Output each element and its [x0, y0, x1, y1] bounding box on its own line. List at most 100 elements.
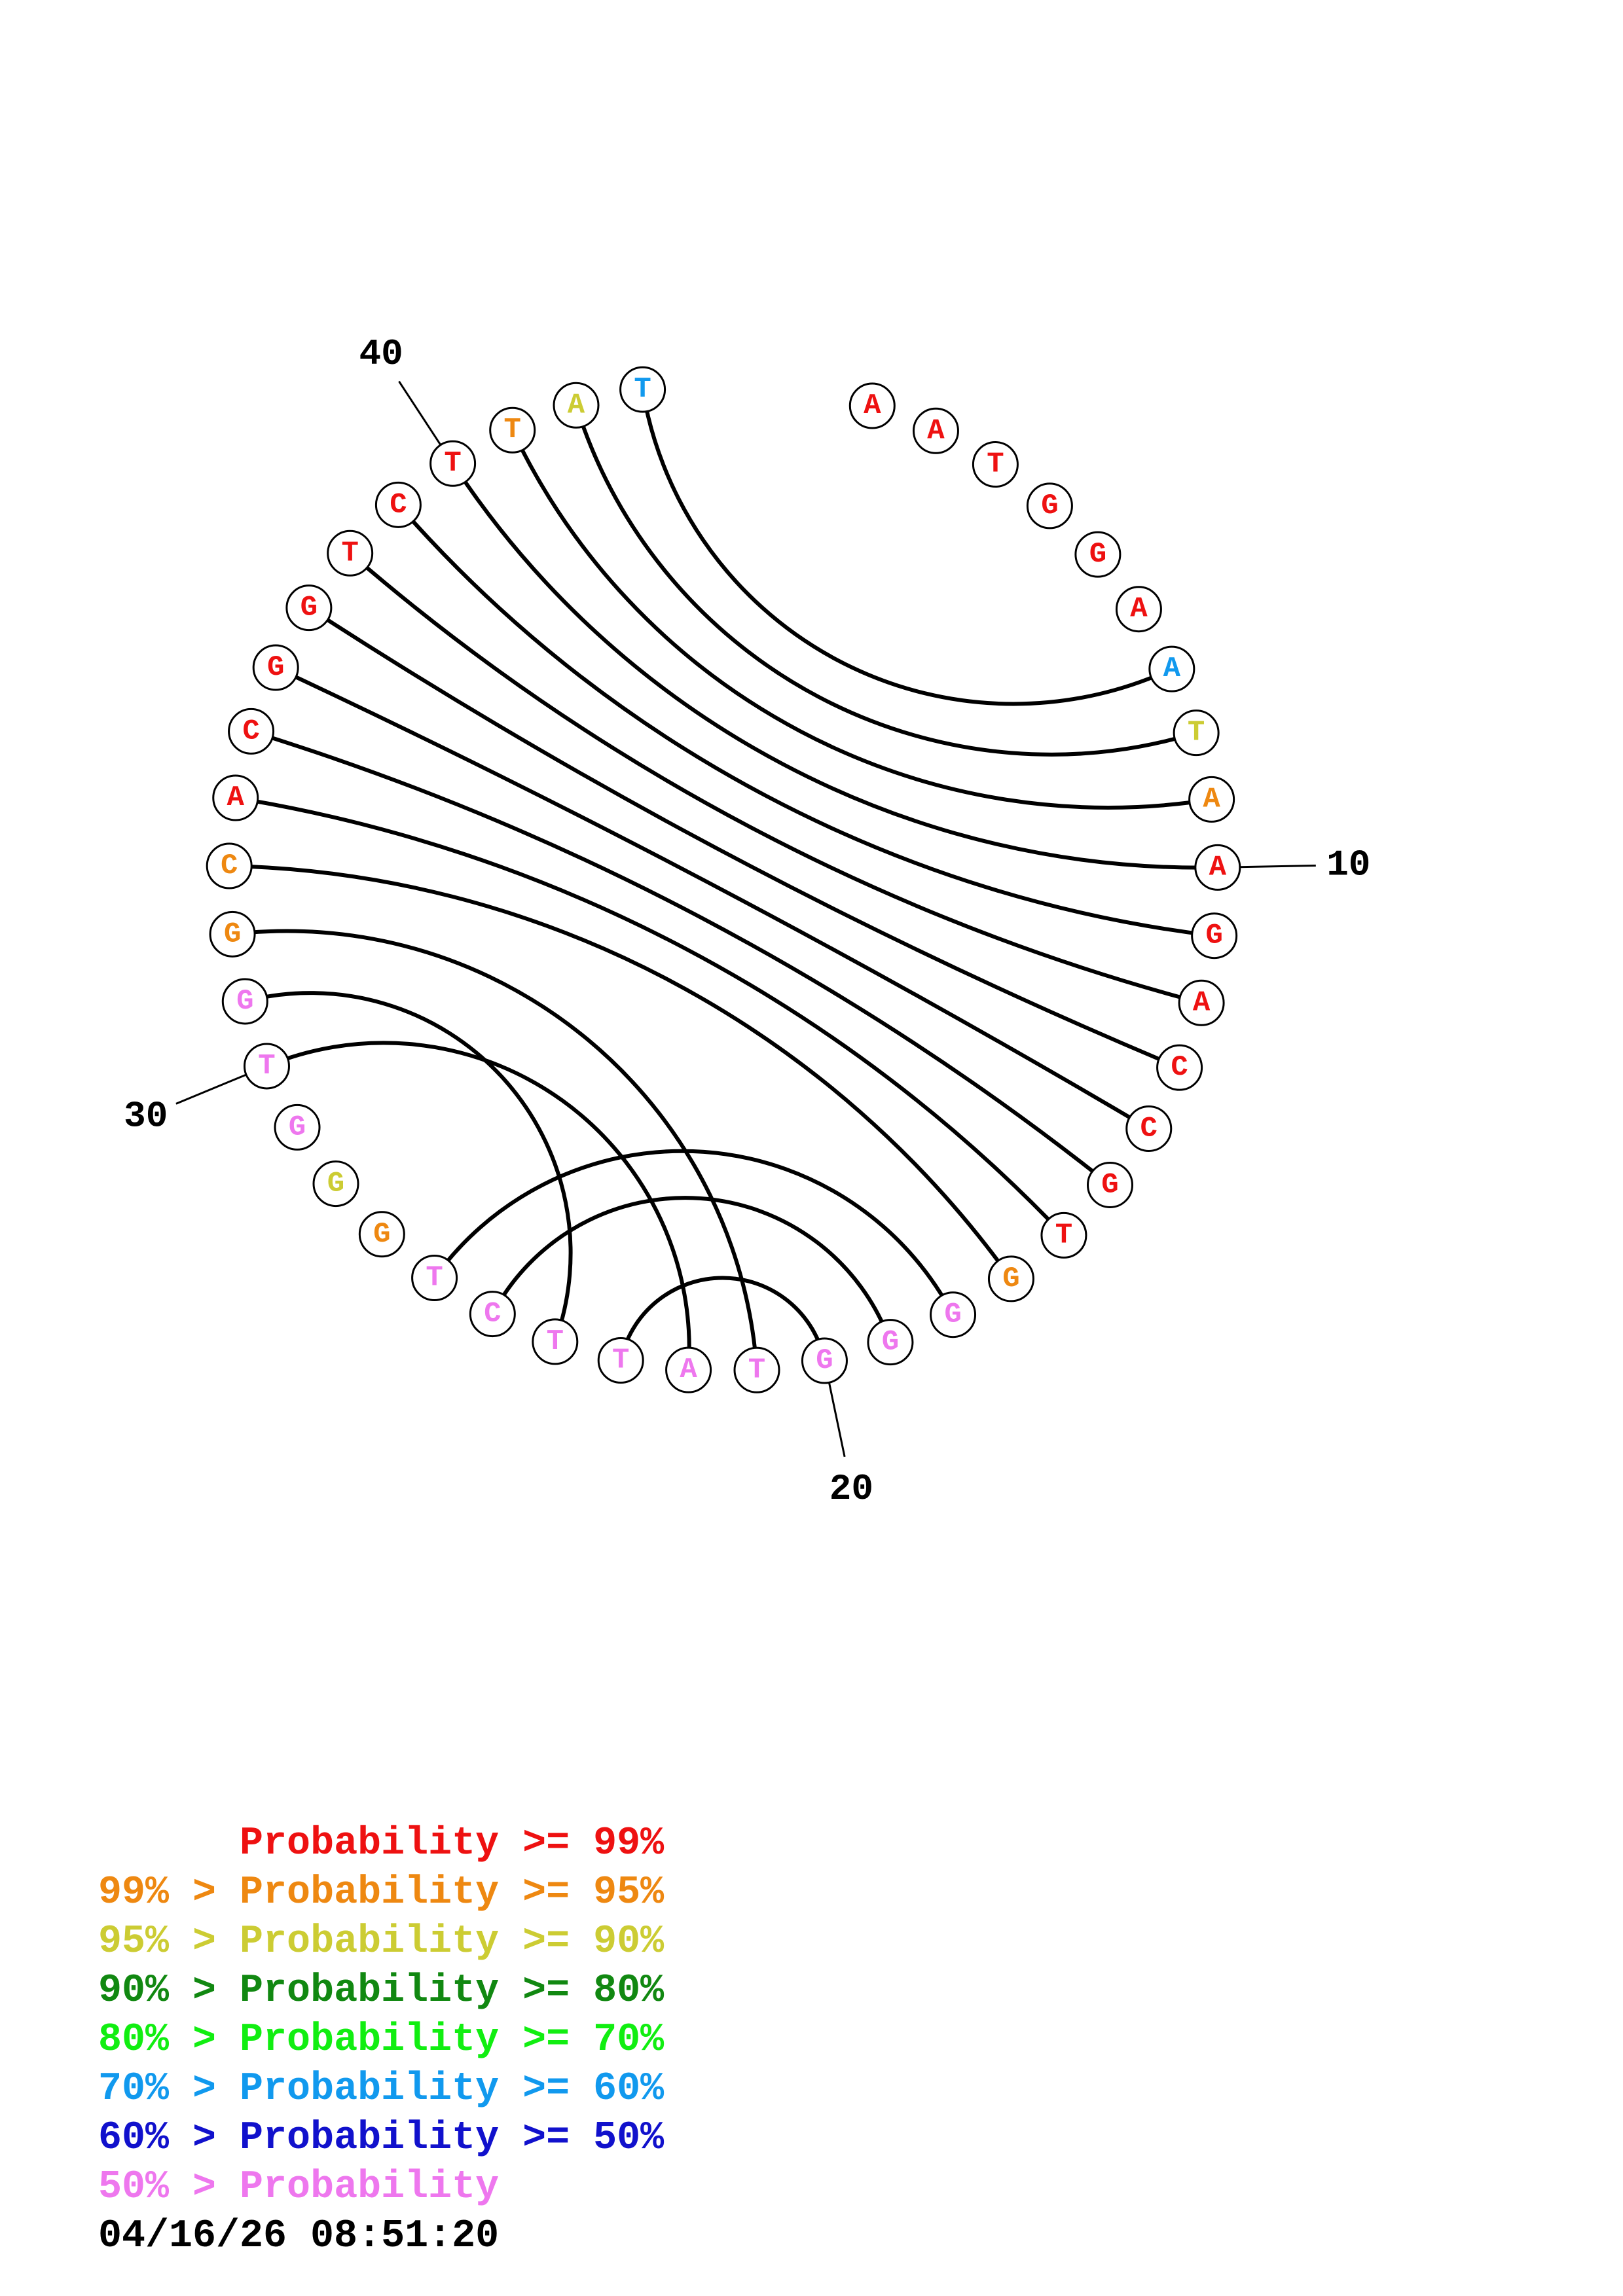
base-pair-arc-9-41	[510, 429, 1213, 810]
nucleotide-letter-13: C	[1171, 1051, 1188, 1084]
base-pair-arc-11-39	[397, 503, 1215, 938]
nucleotide-4: G	[1026, 482, 1073, 529]
nucleotide-letter-39: C	[390, 488, 407, 521]
legend-text: Probability >= 60%	[240, 2067, 665, 2111]
nucleotide-12: A	[1178, 979, 1225, 1026]
nucleotide-circle-15	[1087, 1161, 1134, 1208]
nucleotide-letter-10: A	[1209, 851, 1227, 884]
nucleotide-letter-34: A	[227, 781, 245, 814]
position-ticks: 10 20 30 40	[124, 333, 1370, 1510]
nucleotide-letter-31: G	[236, 985, 253, 1018]
nucleotide-circle-12	[1178, 979, 1225, 1026]
position-tick-20	[828, 1382, 846, 1458]
base-pair-arc-7-43	[640, 389, 1173, 706]
legend-row-p50: 60% > Probability >= 50%	[98, 2114, 664, 2163]
nucleotide-22: A	[665, 1346, 712, 1393]
position-tick-40	[398, 380, 442, 446]
nucleotide-letter-29: G	[289, 1111, 306, 1143]
nucleotide-3: T	[972, 441, 1019, 488]
base-pair-arc-18-26	[433, 1149, 955, 1316]
legend-text: Probability	[240, 2165, 500, 2210]
nucleotide-18: G	[930, 1291, 977, 1338]
base-pair-arc-12-38	[348, 552, 1202, 1005]
position-label-20: 20	[830, 1468, 873, 1510]
nucleotide-circle-32	[209, 910, 256, 958]
nucleotide-circle-24	[532, 1318, 579, 1365]
legend-row-p80: 90% > Probability >= 80%	[98, 1967, 664, 2016]
nucleotide-letter-28: G	[327, 1168, 344, 1200]
nucleotide-letter-43: T	[634, 373, 651, 406]
nucleotide-33: C	[206, 842, 253, 889]
base-pair-arc-21-32	[232, 929, 759, 1371]
legend-prefix	[98, 1821, 240, 1866]
position-label-10: 10	[1326, 844, 1370, 886]
nucleotide-34: A	[212, 774, 259, 821]
nucleotide-1: A	[848, 382, 896, 429]
base-pair-arc-17-33	[229, 864, 1013, 1280]
nucleotide-30: T	[243, 1043, 290, 1090]
nucleotide-circle-28	[312, 1160, 359, 1208]
nucleotide-13: C	[1156, 1044, 1203, 1091]
nucleotide-6: A	[1115, 586, 1162, 633]
nucleotide-letter-20: G	[816, 1344, 833, 1377]
legend-row-p60: 70% > Probability >= 60%	[98, 2065, 664, 2114]
base-pair-arc-15-35	[250, 729, 1112, 1187]
nucleotide-circle-3	[972, 441, 1019, 488]
nucleotide-11: G	[1191, 912, 1238, 960]
nucleotide-24: T	[532, 1318, 579, 1365]
nucleotide-letter-38: T	[341, 537, 358, 569]
nucleotide-7: A	[1148, 645, 1195, 692]
nucleotide-letter-8: T	[1188, 717, 1205, 749]
nucleotide-25: C	[469, 1291, 516, 1338]
nucleotide-letter-9: A	[1203, 783, 1220, 816]
nucleotide-circle-26	[411, 1255, 458, 1302]
legend-row-p90: 95% > Probability >= 90%	[98, 1918, 664, 1967]
nucleotide-circle-13	[1156, 1044, 1203, 1091]
nucleotide-circle-33	[206, 842, 253, 889]
nucleotide-5: G	[1074, 531, 1122, 578]
legend-prefix: 80% >	[98, 2018, 240, 2062]
nucleotide-circle-11	[1191, 912, 1238, 960]
legend-prefix: 90% >	[98, 1969, 240, 2013]
nucleotide-letter-24: T	[547, 1325, 564, 1358]
nucleotide-letter-37: G	[301, 592, 318, 624]
nucleotide-letter-14: C	[1140, 1112, 1158, 1145]
nucleotide-letter-21: T	[748, 1354, 765, 1386]
nucleotide-letter-4: G	[1041, 490, 1058, 522]
nucleotide-letter-23: T	[612, 1344, 629, 1377]
nucleotide-circle-4	[1026, 482, 1073, 529]
nucleotide-23: T	[597, 1337, 644, 1384]
nucleotide-letter-19: G	[882, 1326, 899, 1359]
base-pair-arc-14-36	[274, 666, 1150, 1131]
nucleotide-circle-16	[1040, 1211, 1087, 1259]
position-tick-10	[1239, 865, 1316, 869]
legend-prefix: 50% >	[98, 2165, 240, 2210]
base-pair-arcs	[229, 389, 1218, 1371]
probability-legend: Probability >= 99% 99% > Probability >= 9…	[98, 1820, 664, 2212]
legend-text: Probability >= 99%	[240, 1821, 665, 1866]
position-label-30: 30	[124, 1095, 168, 1137]
nucleotide-letter-5: G	[1089, 538, 1106, 571]
nucleotide-circle-37	[285, 584, 333, 632]
base-pair-arc-10-40	[451, 462, 1218, 870]
nucleotide-circle-41	[489, 406, 536, 454]
nucleotide-letter-32: G	[224, 918, 241, 950]
base-pair-arc-24-31	[244, 991, 573, 1342]
nucleotide-circle-20	[801, 1337, 848, 1384]
nucleotide-letter-11: G	[1205, 920, 1222, 952]
base-pair-arc-8-42	[574, 404, 1197, 757]
nucleotide-31: G	[221, 978, 268, 1025]
nucleotide-circle-14	[1125, 1105, 1173, 1152]
nucleotide-circle-31	[221, 978, 268, 1025]
nucleotide-14: C	[1125, 1105, 1173, 1152]
nucleotide-ring: AATGGAATAAGACCGTGGGGTATTCTGGGTGGCACGGTCT…	[206, 366, 1241, 1393]
nucleotide-letter-27: G	[373, 1218, 390, 1251]
nucleotide-37: G	[285, 584, 333, 632]
nucleotide-42: A	[553, 382, 600, 429]
nucleotide-letter-41: T	[504, 414, 521, 446]
legend-text: Probability >= 90%	[240, 1920, 665, 1964]
nucleotide-2: A	[912, 407, 959, 454]
nucleotide-16: T	[1040, 1211, 1087, 1259]
base-pair-arc-13-37	[308, 606, 1180, 1069]
